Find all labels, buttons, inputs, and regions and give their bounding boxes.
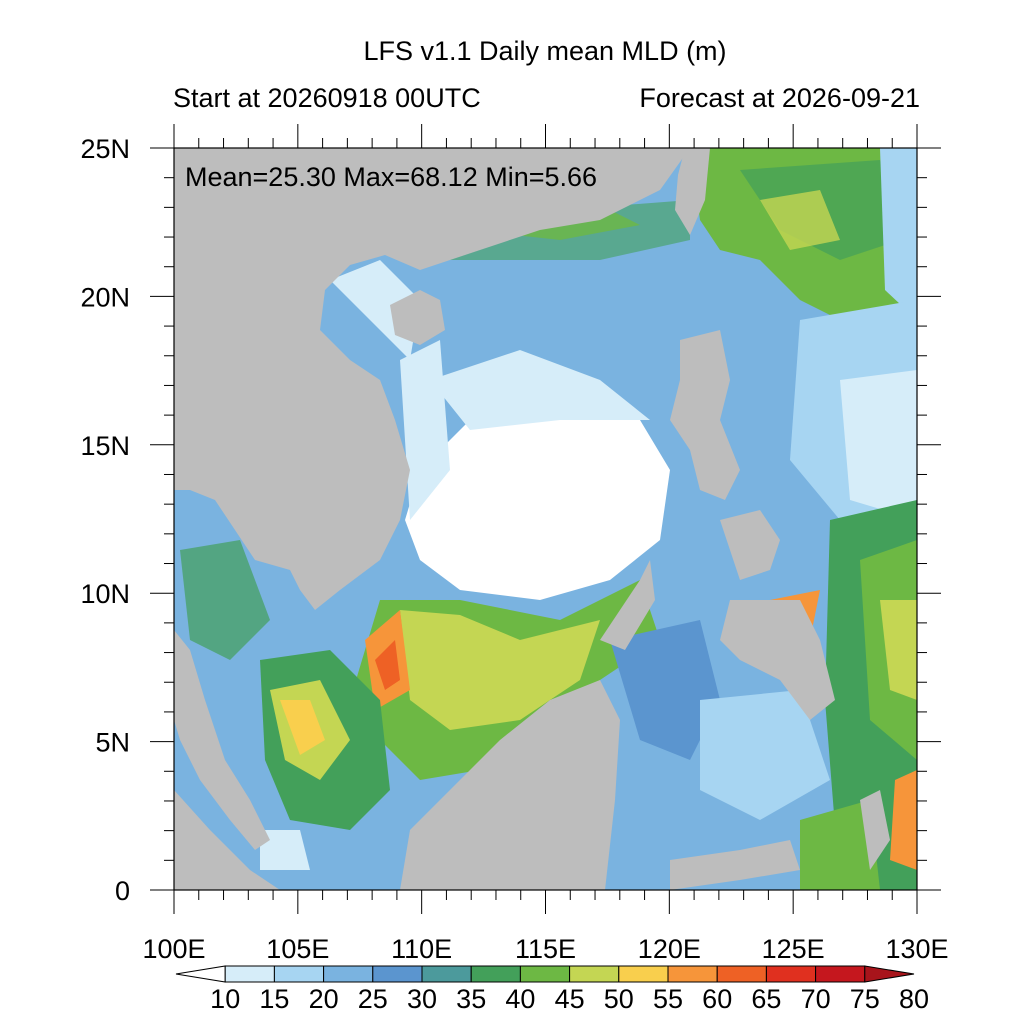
colorbar-level-label: 30: [407, 984, 437, 1014]
colorbar-swatch: [716, 965, 767, 983]
lat-tick-label: 25N: [80, 134, 130, 164]
lon-tick-label: 105E: [266, 934, 329, 964]
start-time-label: Start at 20260918 00UTC: [173, 83, 481, 113]
colorbar-level-label: 70: [801, 984, 831, 1014]
axis-ticks: [150, 124, 941, 914]
colorbar-swatch: [618, 965, 669, 983]
chart-title: LFS v1.1 Daily mean MLD (m): [363, 36, 727, 66]
colorbar-level-label: 40: [505, 984, 535, 1014]
lat-tick-labels: 0 5N 10N 15N 20N 25N: [80, 134, 130, 906]
colorbar-level-label: 25: [358, 984, 388, 1014]
lat-tick-label: 20N: [80, 282, 130, 312]
land: [174, 148, 890, 890]
colorbar-level-label: 65: [751, 984, 781, 1014]
lon-tick-label: 125E: [762, 934, 825, 964]
colorbar-level-label: 45: [555, 984, 585, 1014]
forecast-time-label: Forecast at 2026-09-21: [639, 83, 920, 113]
colorbar-level-label: 20: [309, 984, 339, 1014]
colorbar-level-label: 60: [702, 984, 732, 1014]
colorbar-swatch: [864, 965, 915, 983]
colorbar-swatch: [421, 965, 472, 983]
colorbar-swatch: [815, 965, 866, 983]
colorbar-swatch: [569, 965, 620, 983]
mld-field: [180, 148, 917, 890]
lat-tick-label: 5N: [95, 728, 130, 758]
lon-tick-label: 115E: [515, 934, 576, 964]
colorbar-swatch: [667, 965, 718, 983]
colorbar-level-label: 15: [259, 984, 289, 1014]
colorbar-level-label: 75: [850, 984, 880, 1014]
colorbar-swatch: [519, 965, 571, 983]
colorbar-level-label: 50: [604, 984, 634, 1014]
colorbar-swatch: [224, 965, 275, 983]
lon-tick-labels: 100E 105E 110E 115E 120E 125E 130E: [142, 934, 948, 964]
lat-tick-label: 10N: [80, 579, 130, 609]
lon-tick-label: 100E: [142, 934, 205, 964]
lon-tick-label: 120E: [638, 934, 701, 964]
lon-tick-label: 130E: [885, 934, 948, 964]
colorbar-swatch: [765, 965, 817, 983]
colorbar-level-label: 80: [899, 984, 929, 1014]
colorbar-level-label: 55: [653, 984, 683, 1014]
colorbar-swatch: [323, 965, 374, 983]
lon-tick-label: 110E: [391, 934, 452, 964]
colorbar-swatch: [175, 965, 226, 983]
lat-tick-label: 0: [115, 876, 130, 906]
lat-tick-label: 15N: [80, 431, 130, 461]
colorbar: [175, 965, 915, 983]
colorbar-labels: 10 15 20 25 30 35 40 45 50 55 60 65 70 75 80: [210, 984, 929, 1014]
stats-label: Mean=25.30 Max=68.12 Min=5.66: [185, 162, 598, 192]
colorbar-swatch: [372, 965, 423, 983]
colorbar-level-label: 10: [210, 984, 240, 1014]
colorbar-swatch: [273, 965, 325, 983]
colorbar-swatch: [470, 965, 521, 983]
map-plot-area: [174, 148, 917, 890]
colorbar-level-label: 35: [456, 984, 486, 1014]
